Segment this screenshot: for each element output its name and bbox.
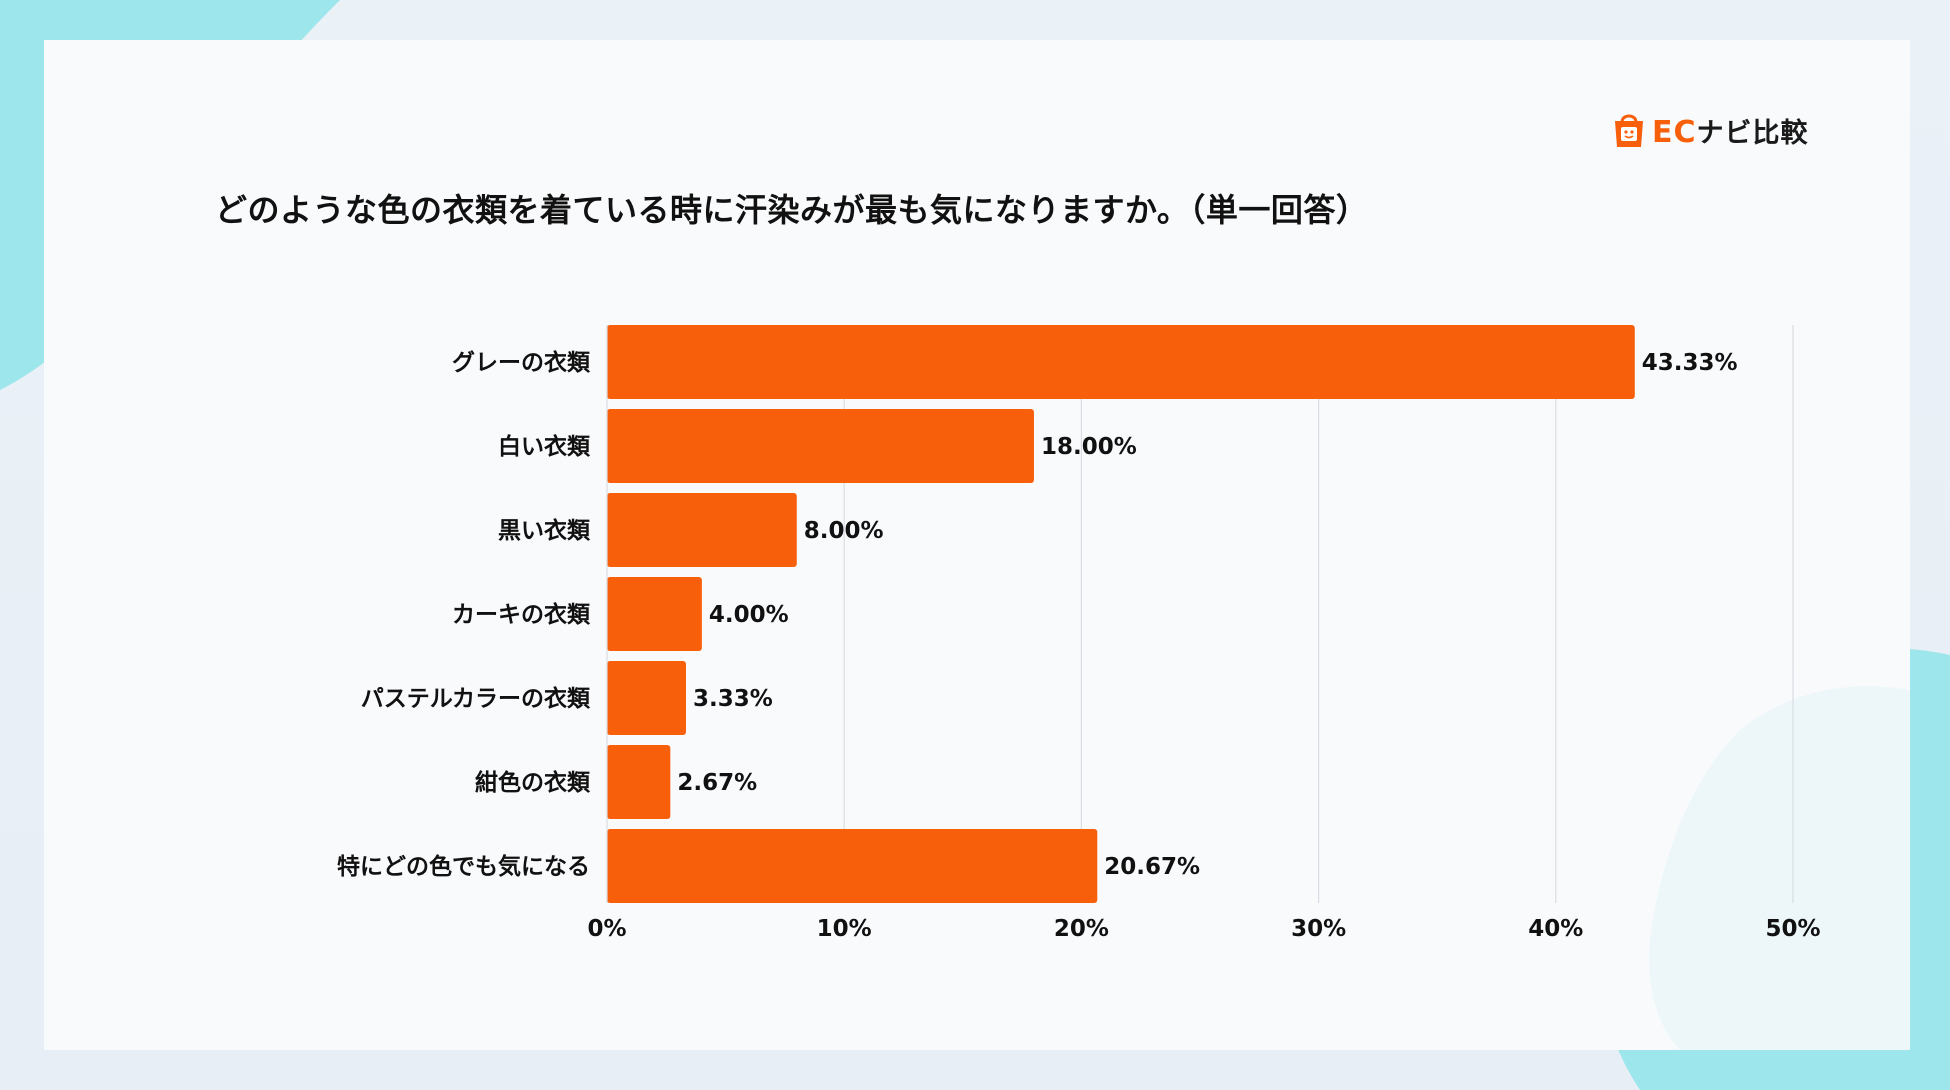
x-tick-label: 40% (1528, 916, 1583, 942)
category-label: カーキの衣類 (452, 601, 591, 628)
bar (607, 325, 1635, 399)
bar (607, 493, 797, 567)
bar (607, 409, 1034, 483)
brand-japanese: ナビ比較 (1696, 117, 1809, 149)
brand-logo: ECナビ比較 (1610, 108, 1809, 152)
value-label: 4.00% (709, 602, 789, 628)
category-label: パステルカラーの衣類 (361, 685, 591, 712)
value-label: 8.00% (804, 518, 884, 544)
bar (607, 661, 686, 735)
value-label: 43.33% (1642, 350, 1738, 376)
bar (607, 577, 702, 651)
bar (607, 745, 671, 819)
x-tick-label: 10% (817, 916, 872, 942)
x-tick-label: 50% (1765, 916, 1820, 942)
brand-latin: EC (1652, 114, 1697, 150)
category-label: 白い衣類 (498, 433, 591, 460)
chart-title: どのような色の衣類を着ている時に汗染みが最も気になりますか。（単一回答） (215, 191, 1369, 229)
x-tick-label: 30% (1291, 916, 1346, 942)
value-label: 18.00% (1041, 434, 1137, 460)
category-label: 特にどの色でも気になる (337, 853, 590, 880)
category-label: 黒い衣類 (498, 517, 591, 544)
x-tick-label: 0% (587, 916, 626, 942)
x-tick-label: 20% (1054, 916, 1109, 942)
value-label: 3.33% (693, 686, 773, 712)
brand-name: ECナビ比較 (1652, 111, 1809, 150)
bar (607, 829, 1098, 903)
category-label: グレーの衣類 (452, 349, 591, 376)
value-label: 20.67% (1104, 854, 1200, 880)
shopping-bag-face-icon (1615, 114, 1643, 147)
category-label: 紺色の衣類 (475, 769, 591, 796)
value-label: 2.67% (677, 770, 757, 796)
